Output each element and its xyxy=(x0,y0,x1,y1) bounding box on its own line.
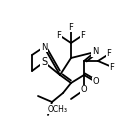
Text: S: S xyxy=(41,57,47,67)
Text: O: O xyxy=(93,77,99,86)
Text: F: F xyxy=(81,30,85,39)
Text: OCH₃: OCH₃ xyxy=(48,105,68,114)
Text: F: F xyxy=(57,30,61,39)
Text: F: F xyxy=(107,50,111,59)
Text: F: F xyxy=(69,22,73,31)
Text: N: N xyxy=(92,47,98,57)
Text: O: O xyxy=(81,85,87,94)
Text: N: N xyxy=(41,43,47,52)
Text: F: F xyxy=(110,62,114,72)
